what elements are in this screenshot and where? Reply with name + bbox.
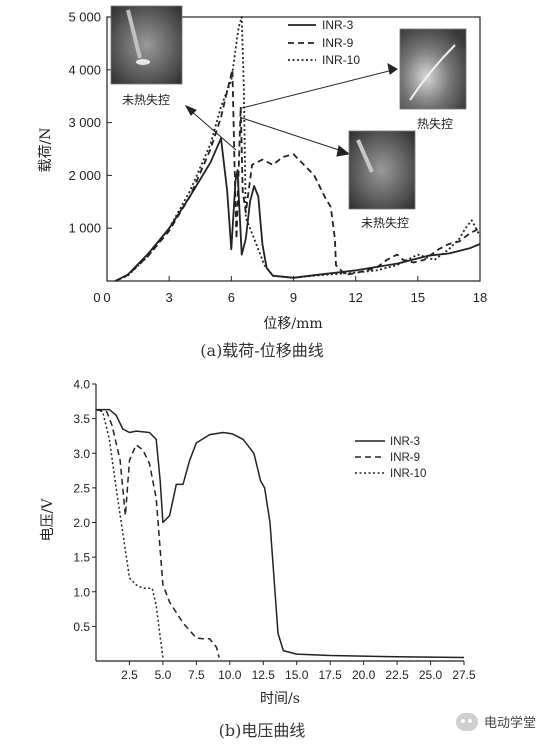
legend-b-label-inr10: INR-10 (390, 468, 426, 480)
y-tick-label: 4.0 (73, 378, 90, 392)
x-tick-label: 2.5 (121, 668, 138, 682)
y-tick-label: 3.0 (73, 447, 90, 461)
legend-a-label-inr10: INR-10 (322, 53, 360, 67)
y-tick-label: 2.5 (73, 481, 90, 495)
x-tick-label: 25.0 (419, 668, 443, 682)
photo-thermal-runaway (399, 28, 467, 110)
x-tick-label: 7.5 (188, 668, 205, 682)
x-tick-label: 5.0 (155, 668, 172, 682)
arrowhead-photo3 (336, 145, 351, 157)
wechat-icon (456, 712, 478, 731)
chart-b-xlabel: 时间/s (260, 691, 300, 707)
series-line-inr-3 (96, 408, 465, 659)
photo2-label: 热失控 (417, 116, 453, 131)
arrow-to-photo1 (189, 109, 237, 151)
series-line-inr-10 (95, 408, 164, 658)
arrowhead-photo2 (387, 63, 398, 75)
watermark-text: 电动学堂 (484, 716, 537, 731)
arrow-to-photo3 (241, 117, 346, 153)
photo1-label: 未热失控 (122, 92, 170, 107)
legend-a-label-inr9: INR-9 (322, 36, 354, 50)
x-tick-label: 15 (411, 290, 425, 305)
annotation-arrows (184, 63, 398, 157)
x-tick-label: 18 (473, 290, 487, 305)
chart-b-legend: INR-3 INR-9 INR-10 (355, 436, 426, 480)
series-line-inr-9 (95, 408, 220, 658)
caption-b: (b)电压曲线 (219, 721, 306, 740)
x-tick-label: 0 (103, 290, 110, 305)
x-tick-label: 12 (348, 290, 362, 305)
chart-b-ylabel: 电压/V (40, 498, 56, 542)
y-tick-label: 1 000 (68, 221, 101, 236)
load-displacement-chart: 0 3 6 9 12 15 18 0 1 000 2 000 3 000 4 000 5 000 (68, 10, 487, 306)
photo-untriggered-2 (348, 130, 416, 210)
x-tick-label: 10.0 (218, 668, 242, 682)
watermark: 电动学堂 (456, 712, 536, 731)
series-line-inr-10 (114, 16, 481, 282)
chart-a-ylabel: 载荷/N (38, 128, 54, 173)
arrow-to-photo2 (241, 69, 394, 109)
y-tick-label: 1.5 (73, 551, 90, 565)
series-line-inr-3 (114, 137, 481, 282)
x-tick-label: 3 (166, 290, 173, 305)
y-tick-label: 1.0 (73, 585, 90, 599)
y-tick-label: 0.5 (73, 620, 90, 634)
legend-b-label-inr3: INR-3 (390, 436, 420, 448)
y-tick-label: 5 000 (68, 10, 101, 25)
x-tick-label: 6 (228, 290, 235, 305)
y-tick-label: 2 000 (68, 168, 101, 183)
chart-a-xlabel: 位移/mm (263, 316, 322, 332)
legend-b-label-inr9: INR-9 (390, 452, 420, 464)
x-tick-label: 12.5 (252, 668, 276, 682)
photo3-label: 未热失控 (361, 215, 409, 230)
photo-untriggered-1 (110, 5, 183, 85)
x-tick-label: 20.0 (352, 668, 376, 682)
chart-a-legend: INR-3 INR-9 INR-10 (288, 18, 360, 67)
x-tick-label: 15.0 (285, 668, 309, 682)
arrowhead-photo1 (184, 105, 197, 116)
x-tick-label: 22.5 (385, 668, 409, 682)
y-tick-label: 3.5 (73, 412, 90, 426)
x-tick-label: 17.5 (319, 668, 343, 682)
x-tick-label: 9 (290, 290, 297, 305)
y-tick-label: 4 000 (68, 62, 101, 77)
y-tick-label: 3 000 (68, 115, 101, 130)
legend-a-label-inr3: INR-3 (322, 18, 354, 32)
y-tick-label: 2.0 (73, 516, 90, 530)
origin-tick-label: 0 (93, 290, 100, 305)
x-tick-label: 27.5 (452, 668, 476, 682)
voltage-chart: 2.5 5.0 7.5 10.0 12.5 15.0 17.5 20.0 22.5 25.0 27.… (73, 378, 476, 683)
caption-a: (a)载荷-位移曲线 (200, 341, 323, 360)
series-line-inr-9 (114, 68, 481, 282)
